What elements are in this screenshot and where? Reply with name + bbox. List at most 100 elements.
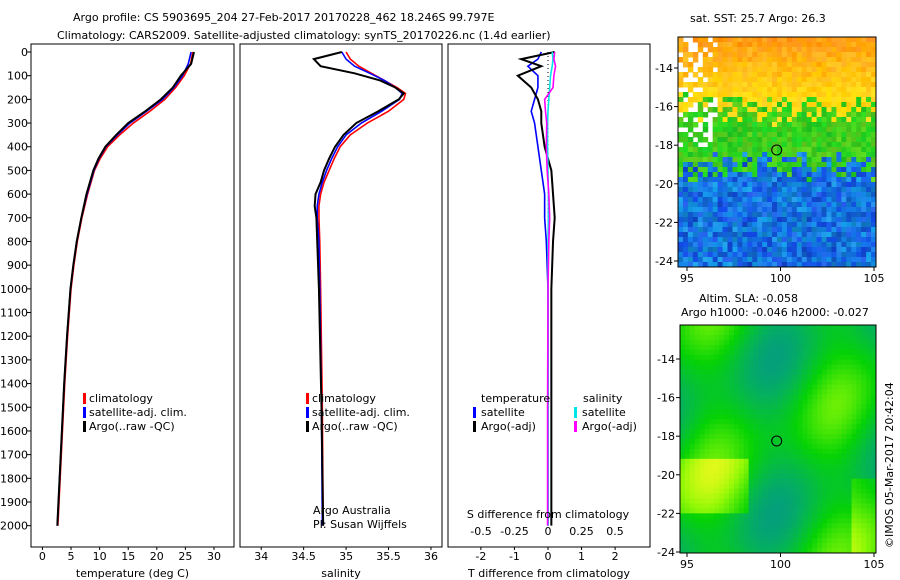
map-cell xyxy=(851,232,857,238)
map-cell xyxy=(866,404,872,410)
map-cell xyxy=(816,142,823,148)
map-cell xyxy=(687,112,694,118)
map-cell xyxy=(709,409,715,415)
map-cell xyxy=(802,528,808,534)
map-cell xyxy=(831,197,837,203)
map-cell xyxy=(861,409,867,415)
map-cell xyxy=(733,528,740,534)
map-cell xyxy=(717,57,724,63)
map-cell xyxy=(704,468,710,475)
map-cell xyxy=(748,538,754,544)
map-cell xyxy=(807,389,813,395)
map-cell xyxy=(748,364,754,371)
map-cell xyxy=(811,57,818,63)
map-cell xyxy=(826,237,832,243)
map-cell xyxy=(812,344,818,351)
map-cell xyxy=(704,439,710,445)
map-cell xyxy=(717,127,724,133)
map-cell xyxy=(758,325,764,331)
map-cell xyxy=(871,137,877,143)
map-cell xyxy=(722,182,728,188)
map-cell xyxy=(742,252,748,258)
map-cell xyxy=(796,222,803,228)
map-cell xyxy=(807,503,813,509)
map-cell xyxy=(811,212,818,218)
map-cell xyxy=(687,82,694,88)
map-cell xyxy=(861,389,867,395)
map-cell xyxy=(836,47,842,53)
map-cell xyxy=(871,122,877,128)
map-cell xyxy=(846,207,852,213)
map-cell xyxy=(727,127,733,133)
map-cell xyxy=(722,252,728,258)
map-cell xyxy=(737,242,743,248)
map-cell xyxy=(826,207,832,213)
map-cell xyxy=(826,252,832,258)
map-cell xyxy=(851,97,857,103)
map-cell xyxy=(752,62,758,68)
map-cell xyxy=(773,518,779,524)
map-cell xyxy=(841,147,847,153)
map-cell xyxy=(678,177,684,183)
map-cell xyxy=(684,543,691,549)
map-cell xyxy=(738,404,745,410)
map-cell xyxy=(682,257,689,263)
map-cell xyxy=(846,379,852,385)
map-cell xyxy=(816,162,823,168)
map-cell xyxy=(757,182,763,188)
y-tick-label: 100 xyxy=(7,70,28,83)
map-cell xyxy=(856,257,862,263)
map-cell xyxy=(871,147,877,153)
map-cell xyxy=(748,394,754,400)
map-cell xyxy=(699,518,705,524)
map-cell xyxy=(826,222,832,228)
map-cell xyxy=(861,339,867,346)
map-cell xyxy=(831,57,837,63)
map-cell xyxy=(866,157,872,163)
map-cell xyxy=(697,117,704,123)
map-cell xyxy=(851,122,857,128)
map-cell xyxy=(856,187,862,193)
map-cell xyxy=(826,257,832,263)
map-cell xyxy=(737,187,743,193)
map-cell xyxy=(782,473,789,480)
map-cell xyxy=(752,107,758,113)
map-cell xyxy=(758,419,764,425)
map-cell xyxy=(792,523,799,529)
map-cell xyxy=(697,197,704,203)
map-cell xyxy=(748,478,754,485)
map-cell xyxy=(727,52,733,58)
map-cell xyxy=(841,247,847,253)
map-cell xyxy=(831,127,837,133)
map-cell xyxy=(778,523,784,529)
map-cell xyxy=(689,528,696,534)
map-cell xyxy=(767,227,773,233)
map-cell xyxy=(791,57,798,63)
map-cell xyxy=(871,354,877,361)
map-cell xyxy=(773,443,779,450)
map-cell xyxy=(831,399,838,405)
map-cell xyxy=(689,404,696,410)
map-cell xyxy=(856,147,862,153)
map-cell xyxy=(807,463,813,470)
map-cell xyxy=(787,533,794,539)
map-cell xyxy=(727,157,733,163)
map-cell xyxy=(748,548,754,554)
map-cell xyxy=(786,87,793,93)
map-cell xyxy=(831,528,838,534)
map-cell xyxy=(782,414,789,420)
map-cell xyxy=(727,97,733,103)
map-cell xyxy=(787,528,794,534)
map-cell xyxy=(836,192,842,198)
map-cell xyxy=(717,182,724,188)
map-cell xyxy=(717,42,724,48)
map-cell xyxy=(757,227,763,233)
map-cell xyxy=(752,202,758,208)
map-cell xyxy=(846,107,852,113)
map-cell xyxy=(841,207,847,213)
map-cell xyxy=(866,518,872,524)
map-cell xyxy=(802,344,808,351)
map-cell xyxy=(817,523,823,529)
map-cell xyxy=(826,177,832,183)
map-cell xyxy=(802,473,808,480)
